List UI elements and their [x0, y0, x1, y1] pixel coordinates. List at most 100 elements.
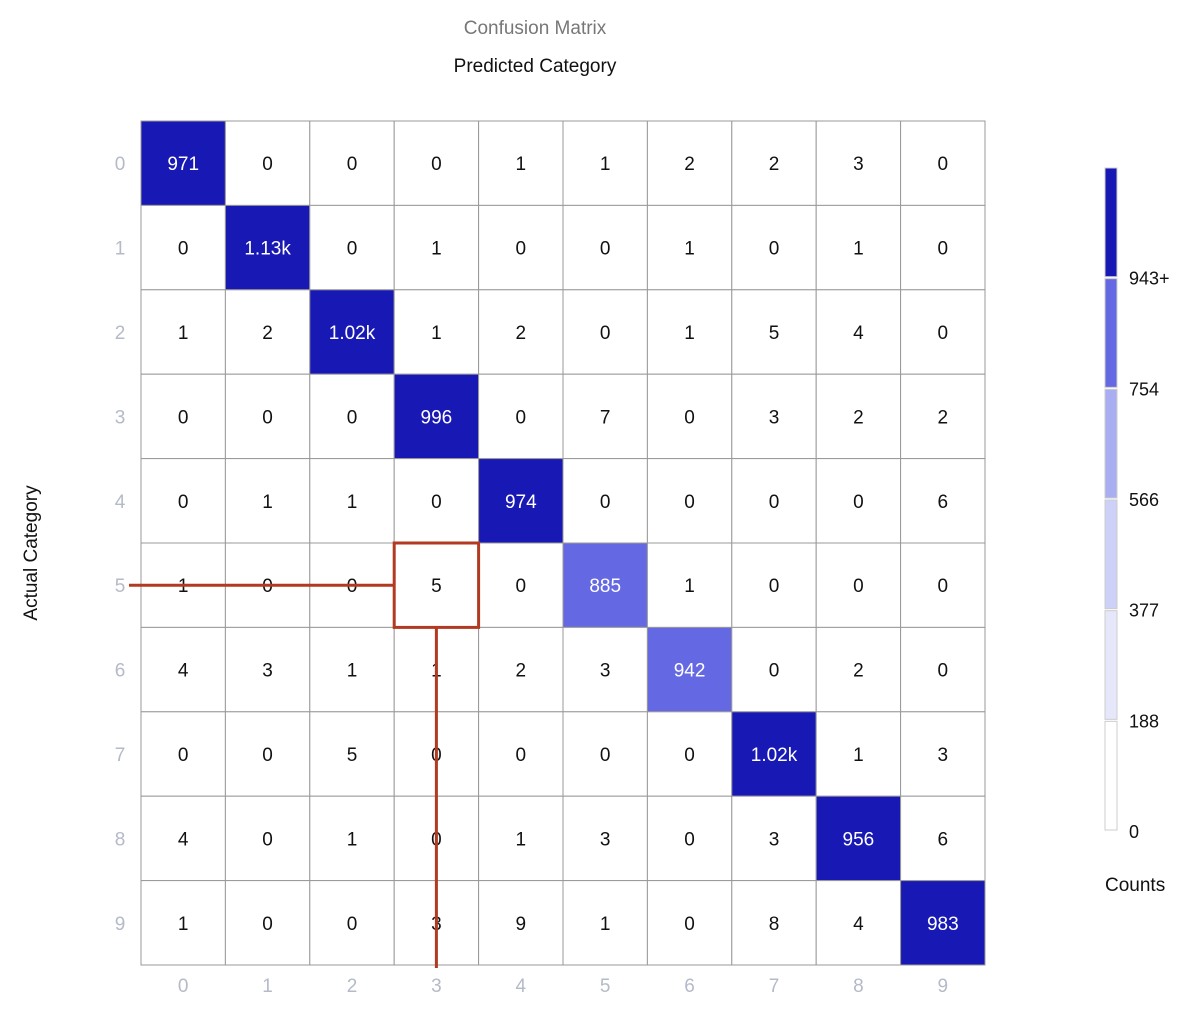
heatmap-cell: [562, 120, 648, 206]
cell-value-label: 0: [769, 576, 780, 597]
cell-value-label: 0: [347, 154, 358, 175]
x-tick-label: 2: [347, 976, 358, 997]
heatmap-cell: [731, 373, 817, 460]
cell-value-label: 1: [347, 492, 358, 513]
cell-value-label: 0: [262, 914, 273, 935]
heatmap-cell: [815, 204, 902, 291]
heatmap-cell: [815, 373, 902, 460]
cell-value-label: 0: [516, 576, 527, 597]
cell-value-label: 0: [262, 154, 273, 175]
x-tick-label: 4: [516, 976, 527, 997]
x-tick-label: 6: [684, 976, 695, 997]
heatmap-cell: [900, 626, 986, 713]
x-tick-label: 5: [600, 976, 611, 997]
heatmap-cell: [309, 458, 395, 544]
y-tick-label: 7: [115, 745, 126, 766]
cell-value-label: 3: [769, 829, 780, 850]
legend-tick-label: 566: [1129, 490, 1159, 510]
cell-value-label: 0: [769, 239, 780, 260]
x-tick-label: 9: [938, 976, 949, 997]
cell-value-label: 0: [938, 323, 949, 344]
legend-tick-label: 377: [1129, 601, 1159, 621]
cell-value-label: 0: [938, 154, 949, 175]
heatmap-cell: [478, 626, 564, 713]
heatmap-cell: [393, 542, 480, 628]
heatmap-cell: [731, 458, 817, 544]
heatmap-cell: [900, 289, 986, 375]
legend-color-band: [1104, 610, 1118, 720]
heatmap-cell: [478, 880, 564, 966]
heatmap-cell: [562, 204, 648, 291]
heatmap-cell: [731, 711, 817, 797]
cell-value-label: 983: [927, 914, 959, 935]
heatmap-cell: [140, 795, 226, 882]
heatmap-cell: [140, 120, 226, 206]
legend-color-band: [1104, 167, 1118, 278]
y-tick-label: 3: [115, 407, 126, 428]
heatmap-cell: [900, 711, 986, 797]
cell-value-label: 0: [178, 492, 189, 513]
cell-value-label: 2: [853, 661, 864, 682]
cell-value-label: 0: [600, 239, 611, 260]
heatmap-cell: [478, 120, 564, 206]
cell-value-label: 0: [938, 661, 949, 682]
heatmap-cell: [900, 542, 986, 628]
cell-value-label: 3: [769, 407, 780, 428]
heatmap-cell: [815, 711, 902, 797]
cell-value-label: 2: [516, 323, 527, 344]
cell-value-label: 0: [684, 745, 695, 766]
heatmap-cell: [646, 542, 733, 628]
legend-color-band: [1104, 720, 1118, 831]
heatmap-cell: [562, 458, 648, 544]
cell-value-label: 2: [769, 154, 780, 175]
x-tick-label: 8: [853, 976, 864, 997]
cell-value-label: 1.02k: [329, 323, 376, 344]
cell-value-label: 2: [938, 407, 949, 428]
cell-value-label: 1: [684, 576, 695, 597]
heatmap-cell: [900, 373, 986, 460]
cell-value-label: 5: [431, 576, 442, 597]
heatmap-cell: [309, 120, 395, 206]
cell-value-label: 3: [262, 661, 273, 682]
heatmap-cell: [393, 120, 480, 206]
heatmap-cell: [478, 458, 564, 544]
y-tick-label: 8: [115, 829, 126, 850]
heatmap-cell: [815, 880, 902, 966]
cell-value-label: 956: [843, 829, 875, 850]
x-tick-label: 0: [178, 976, 189, 997]
heatmap-cell: [478, 289, 564, 375]
y-tick-label: 2: [115, 323, 126, 344]
heatmap-cell: [646, 289, 733, 375]
heatmap-cell: [815, 458, 902, 544]
cell-value-label: 4: [178, 829, 189, 850]
heatmap-cell: [140, 289, 226, 375]
heatmap-cell: [224, 458, 311, 544]
heatmap-cell: [731, 204, 817, 291]
cell-value-label: 1: [684, 323, 695, 344]
legend-tick-label: 943+: [1129, 269, 1170, 289]
heatmap-cell: [478, 711, 564, 797]
cell-value-label: 2: [853, 407, 864, 428]
heatmap-cell: [646, 880, 733, 966]
cell-value-label: 0: [347, 239, 358, 260]
heatmap-cell: [309, 626, 395, 713]
cell-value-label: 4: [853, 914, 864, 935]
cell-value-label: 3: [853, 154, 864, 175]
cell-value-label: 1: [600, 914, 611, 935]
y-tick-label: 0: [115, 154, 126, 175]
legend-color-band: [1104, 278, 1118, 388]
cell-value-label: 0: [431, 492, 442, 513]
heatmap-cell: [478, 373, 564, 460]
legend-color-band: [1104, 499, 1118, 610]
legend-tick-label: 0: [1129, 822, 1139, 842]
cell-value-label: 1: [178, 323, 189, 344]
heatmap-cell: [815, 120, 902, 206]
cell-value-label: 1.02k: [751, 745, 798, 766]
heatmap-cell: [900, 458, 986, 544]
x-tick-label: 3: [431, 976, 442, 997]
heatmap-cell: [646, 120, 733, 206]
cell-value-label: 0: [684, 407, 695, 428]
cell-value-label: 9: [516, 914, 527, 935]
heatmap-cell: [731, 795, 817, 882]
